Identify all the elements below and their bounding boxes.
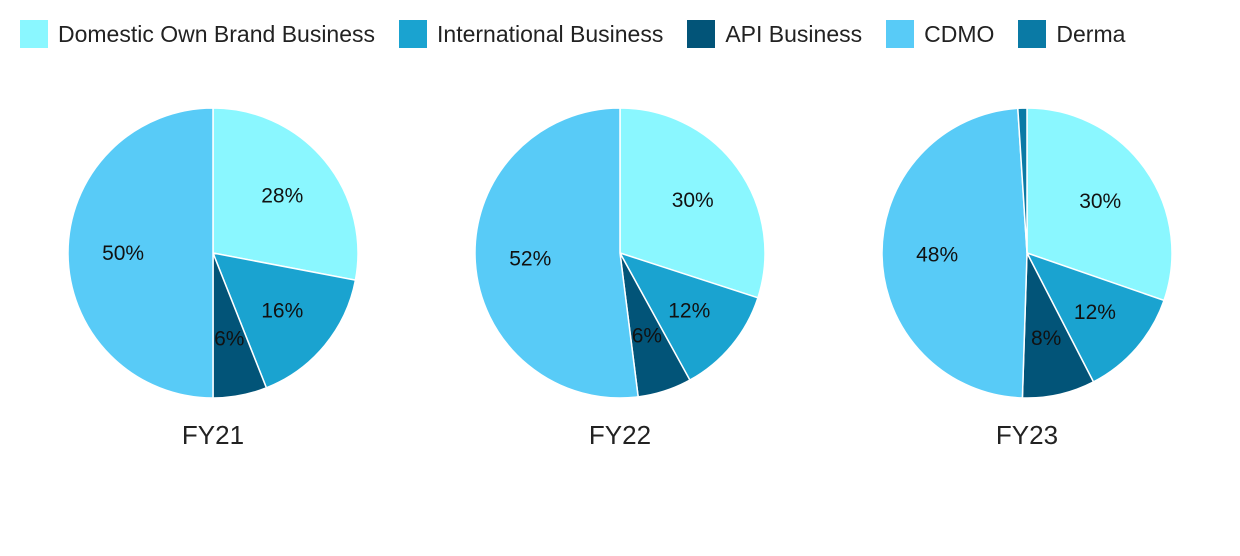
slice-label: 12% [668, 299, 710, 322]
slice-label: 28% [261, 185, 303, 208]
slice-label: 12% [1074, 301, 1116, 324]
slice-label: 8% [1031, 327, 1061, 350]
legend-label: Derma [1056, 20, 1126, 47]
legend-swatch [20, 20, 48, 48]
pie-title: FY21 [182, 420, 244, 450]
slice-label: 30% [1079, 190, 1121, 213]
legend-swatch [1018, 20, 1047, 48]
legend-label: Domestic Own Brand Business [58, 20, 376, 47]
pie-title: FY23 [996, 420, 1058, 450]
legend-swatch [886, 20, 915, 48]
slice-label: 52% [509, 248, 551, 271]
pie-slice [881, 107, 1028, 399]
pie-fy22: 30% 12% 6% 52% FY22 [474, 107, 766, 450]
pie-fy21: 28% 16% 6% 50% FY21 [67, 107, 359, 450]
slice-label: 6% [632, 325, 662, 348]
pie-slice [211, 252, 357, 389]
legend-label: API Business [725, 20, 863, 47]
slice-label: 16% [261, 299, 303, 322]
legend-item: API Business [687, 20, 862, 48]
legend-item: Domestic Own Brand Business [20, 20, 375, 48]
pie-slice [67, 107, 214, 399]
legend-label: International Business [437, 20, 664, 47]
pie-slice [212, 107, 359, 282]
legend-item: Derma [1018, 20, 1125, 48]
legend-item: International Business [399, 20, 663, 48]
slice-label: 48% [916, 243, 958, 266]
slice-label: 6% [214, 327, 244, 350]
slice-label: 30% [672, 189, 714, 212]
legend-item: CDMO [886, 20, 994, 48]
pie-fy23: 30% 12% 8% 48% FY23 [881, 107, 1173, 450]
pie-slice [619, 107, 766, 299]
pie-slice [1025, 251, 1165, 383]
pie-slice [474, 107, 640, 399]
legend-swatch [687, 20, 716, 48]
pie-slice [618, 251, 759, 382]
pie-slice [1026, 107, 1173, 302]
pie-title: FY22 [589, 420, 651, 450]
pie-slice [1017, 107, 1028, 254]
chart-legend: Domestic Own Brand Business International… [20, 18, 1149, 50]
slice-label: 50% [102, 242, 144, 265]
legend-swatch [399, 20, 428, 48]
legend-label: CDMO [924, 20, 995, 47]
